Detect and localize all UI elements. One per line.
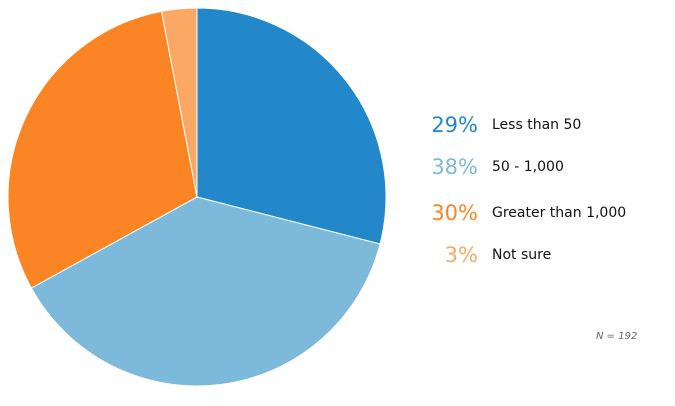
pie-slice-not-sure	[160, 7, 198, 198]
legend-label: Less than 50	[492, 117, 582, 133]
pie-slice-50-1-000	[30, 196, 381, 387]
sample-size-note: N = 192	[596, 331, 638, 342]
legend-percent: 30%	[431, 201, 478, 225]
legend-item-greater-than-1000: 30% Greater than 1,000	[420, 198, 660, 228]
legend-label: Greater than 1,000	[492, 205, 627, 221]
legend-percent: 38%	[431, 155, 478, 179]
pie-slice-greater-than-1-000	[7, 10, 198, 289]
legend-percent: 29%	[431, 113, 478, 137]
legend-item-less-than-50: 29% Less than 50	[420, 110, 660, 140]
legend-label: Not sure	[492, 247, 552, 263]
legend-item-50-to-1000: 38% 50 - 1,000	[420, 152, 660, 182]
legend-percent: 3%	[444, 243, 478, 267]
pie-slice-less-than-50	[196, 7, 387, 245]
legend-label: 50 - 1,000	[492, 159, 564, 175]
legend-item-not-sure: 3% Not sure	[420, 240, 660, 270]
